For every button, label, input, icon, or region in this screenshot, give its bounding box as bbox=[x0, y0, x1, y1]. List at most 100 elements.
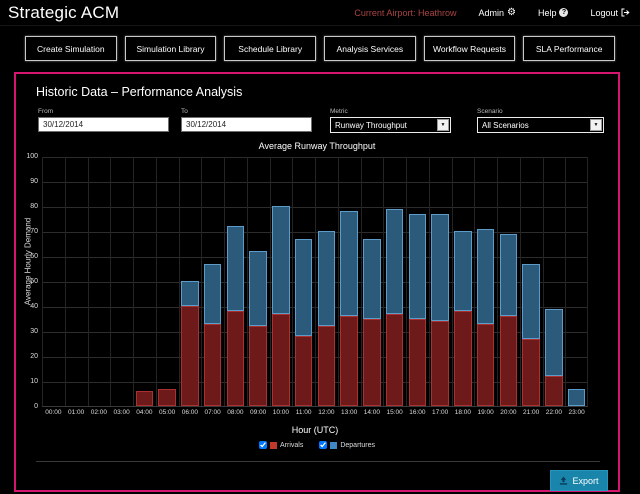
gear-icon: ⚙ bbox=[507, 8, 516, 18]
logout-button[interactable]: Logout bbox=[590, 8, 630, 18]
x-tick-label: 01:00 bbox=[65, 409, 88, 416]
bar-segment-departures bbox=[477, 229, 495, 324]
v-gridline bbox=[292, 157, 293, 406]
departures-visibility-checkbox[interactable] bbox=[319, 441, 327, 449]
historic-data-panel: Historic Data – Performance Analysis Fro… bbox=[14, 72, 620, 492]
metric-dropdown-button[interactable]: ▼ bbox=[437, 119, 449, 131]
x-tick-label: 03:00 bbox=[110, 409, 133, 416]
y-tick-label: 20 bbox=[16, 353, 38, 360]
y-tick-label: 70 bbox=[16, 228, 38, 235]
nav-workflow-requests[interactable]: Workflow Requests bbox=[424, 36, 516, 61]
x-tick-label: 07:00 bbox=[201, 409, 224, 416]
v-gridline bbox=[315, 157, 316, 406]
y-axis-title: Average Hourly Demand bbox=[24, 212, 33, 312]
bar-segment-departures bbox=[318, 231, 336, 326]
chevron-down-icon: ▼ bbox=[441, 122, 446, 128]
app-title: Strategic ACM bbox=[8, 3, 119, 23]
export-button[interactable]: Export bbox=[550, 470, 608, 491]
bar-segment-departures bbox=[545, 309, 563, 377]
nav-schedule-library[interactable]: Schedule Library bbox=[224, 36, 316, 61]
y-tick-label: 10 bbox=[16, 378, 38, 385]
from-label: From bbox=[38, 108, 169, 115]
from-date-input[interactable] bbox=[38, 117, 169, 132]
metric-selected-value: Runway Throughput bbox=[335, 121, 407, 130]
bar-segment-arrivals bbox=[181, 306, 199, 406]
bar-segment-departures bbox=[386, 209, 404, 314]
bar-segment-arrivals bbox=[318, 326, 336, 406]
metric-field-group: Metric Runway Throughput ▼ bbox=[330, 108, 451, 133]
nav-simulation-library[interactable]: Simulation Library bbox=[125, 36, 217, 61]
bar-segment-arrivals bbox=[340, 316, 358, 406]
y-tick-label: 0 bbox=[16, 403, 38, 410]
nav-create-simulation[interactable]: Create Simulation bbox=[25, 36, 117, 61]
v-gridline bbox=[361, 157, 362, 406]
y-tick-label: 50 bbox=[16, 278, 38, 285]
to-date-input[interactable] bbox=[181, 117, 312, 132]
x-tick-label: 08:00 bbox=[224, 409, 247, 416]
bar-segment-arrivals bbox=[295, 336, 313, 406]
bar-segment-departures bbox=[204, 264, 222, 324]
scenario-selected-value: All Scenarios bbox=[482, 121, 529, 130]
logout-label: Logout bbox=[590, 8, 618, 18]
arrivals-visibility-checkbox[interactable] bbox=[259, 441, 267, 449]
bar-segment-departures bbox=[522, 264, 540, 339]
chart-title: Average Runway Throughput bbox=[16, 139, 618, 151]
x-tick-label: 00:00 bbox=[42, 409, 65, 416]
scenario-label: Scenario bbox=[477, 108, 604, 115]
bar-segment-departures bbox=[431, 214, 449, 322]
v-gridline bbox=[65, 157, 66, 406]
x-tick-label: 20:00 bbox=[497, 409, 520, 416]
v-gridline bbox=[270, 157, 271, 406]
bar-segment-arrivals bbox=[409, 319, 427, 407]
arrivals-swatch bbox=[270, 442, 277, 449]
v-gridline bbox=[338, 157, 339, 406]
bar-segment-arrivals bbox=[500, 316, 518, 406]
v-gridline bbox=[452, 157, 453, 406]
filter-form: From To Metric Runway Throughput ▼ Scena… bbox=[38, 108, 598, 133]
chevron-down-icon: ▼ bbox=[594, 122, 599, 128]
bar-segment-departures bbox=[340, 211, 358, 316]
header-menu: Current Airport: Heathrow Admin ⚙ Help ?… bbox=[354, 8, 630, 18]
bar-segment-arrivals bbox=[272, 314, 290, 407]
y-tick-label: 30 bbox=[16, 328, 38, 335]
x-tick-label: 04:00 bbox=[133, 409, 156, 416]
throughput-chart: Average Runway Throughput Average Hourly… bbox=[16, 139, 618, 457]
v-gridline bbox=[179, 157, 180, 406]
bar-segment-arrivals bbox=[227, 311, 245, 406]
nav-analysis-services[interactable]: Analysis Services bbox=[324, 36, 416, 61]
bar-segment-arrivals bbox=[522, 339, 540, 407]
scenario-select[interactable]: All Scenarios ▼ bbox=[477, 117, 604, 133]
v-gridline bbox=[497, 157, 498, 406]
bar-segment-departures bbox=[454, 231, 472, 311]
logout-icon bbox=[621, 8, 630, 17]
bar-segment-departures bbox=[181, 281, 199, 306]
x-tick-label: 17:00 bbox=[429, 409, 452, 416]
bar-segment-arrivals bbox=[136, 391, 154, 406]
current-airport-label: Current Airport: Heathrow bbox=[354, 8, 456, 18]
x-tick-label: 16:00 bbox=[406, 409, 429, 416]
bar-segment-arrivals bbox=[386, 314, 404, 407]
x-tick-label: 19:00 bbox=[474, 409, 497, 416]
x-tick-label: 14:00 bbox=[361, 409, 384, 416]
v-gridline bbox=[429, 157, 430, 406]
v-gridline bbox=[133, 157, 134, 406]
x-tick-label: 05:00 bbox=[156, 409, 179, 416]
admin-menu[interactable]: Admin ⚙ bbox=[478, 8, 515, 18]
help-menu[interactable]: Help ? bbox=[538, 8, 569, 18]
metric-select[interactable]: Runway Throughput ▼ bbox=[330, 117, 451, 133]
bar-segment-departures bbox=[363, 239, 381, 319]
x-tick-label: 21:00 bbox=[520, 409, 543, 416]
main-nav: Create Simulation Simulation Library Sch… bbox=[0, 26, 640, 72]
nav-sla-performance[interactable]: SLA Performance bbox=[523, 36, 615, 61]
export-label: Export bbox=[572, 476, 598, 486]
chart-legend: Arrivals Departures bbox=[16, 441, 618, 449]
y-tick-label: 60 bbox=[16, 253, 38, 260]
y-tick-label: 90 bbox=[16, 178, 38, 185]
bar-segment-departures bbox=[249, 251, 267, 326]
x-tick-label: 13:00 bbox=[338, 409, 361, 416]
bar-segment-departures bbox=[272, 206, 290, 314]
scenario-dropdown-button[interactable]: ▼ bbox=[590, 119, 602, 131]
bar-segment-arrivals bbox=[249, 326, 267, 406]
v-gridline bbox=[543, 157, 544, 406]
v-gridline bbox=[110, 157, 111, 406]
